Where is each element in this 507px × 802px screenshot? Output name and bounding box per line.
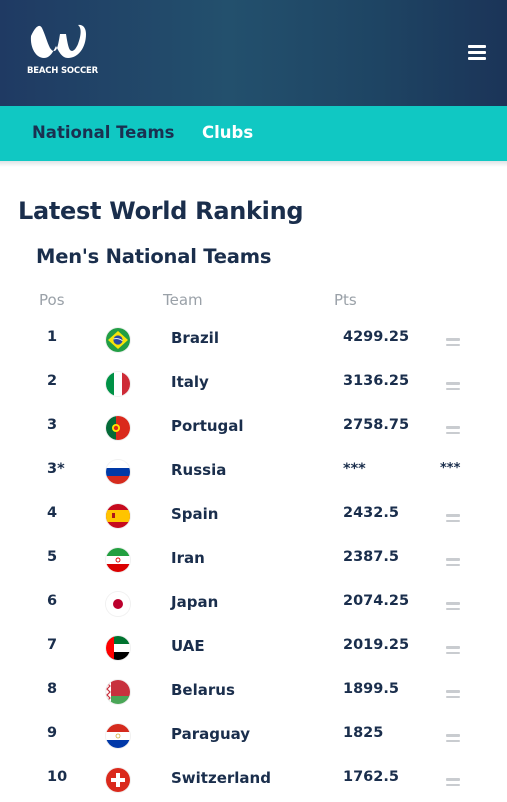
iran-flag-icon: [106, 548, 130, 572]
logo-text: BEACH SOCCER: [27, 66, 98, 76]
column-header-team: Team: [163, 291, 203, 309]
team-points: 3136.25: [343, 373, 410, 389]
team-name[interactable]: Paraguay: [171, 725, 251, 743]
portugal-flag-icon: [106, 416, 130, 440]
team-points: 2387.5: [343, 549, 399, 565]
team-name[interactable]: Iran: [171, 549, 205, 567]
unchanged-icon: [446, 514, 460, 526]
team-points: 1899.5: [343, 681, 399, 697]
japan-flag-icon: [106, 592, 130, 616]
team-points: ***: [343, 461, 366, 477]
unchanged-icon: [446, 734, 460, 746]
tab-national-teams[interactable]: National Teams: [32, 123, 175, 142]
team-points: 4299.25: [343, 329, 410, 345]
rank-position: 8: [47, 681, 58, 697]
unchanged-icon: [446, 382, 460, 394]
team-points: 2432.5: [343, 505, 399, 521]
rank-position: 6: [47, 593, 58, 609]
rank-position: 3: [47, 417, 58, 433]
ranking-table: 1 Brazil 4299.25 2 Italy 3136.25 3 Portu…: [0, 318, 507, 802]
column-header-pos: Pos: [39, 291, 65, 309]
unchanged-icon: [446, 690, 460, 702]
beach-soccer-logo[interactable]: BEACH SOCCER: [26, 22, 98, 82]
rank-position: 7: [47, 637, 58, 653]
table-row[interactable]: 3* Russia *** ***: [0, 450, 507, 494]
uae-flag-icon: [106, 636, 130, 660]
team-name[interactable]: UAE: [171, 637, 205, 655]
team-points: 1825: [343, 725, 384, 741]
unchanged-icon: [446, 426, 460, 438]
table-row[interactable]: 7 UAE 2019.25: [0, 626, 507, 670]
team-name[interactable]: Brazil: [171, 329, 219, 347]
team-name[interactable]: Italy: [171, 373, 209, 391]
table-row[interactable]: 3 Portugal 2758.75: [0, 406, 507, 450]
team-name[interactable]: Belarus: [171, 681, 235, 699]
team-points: 2019.25: [343, 637, 410, 653]
trend-text: ***: [440, 461, 461, 476]
italy-flag-icon: [106, 372, 130, 396]
column-header-pts: Pts: [334, 291, 357, 309]
table-row[interactable]: 5 Iran 2387.5: [0, 538, 507, 582]
table-row[interactable]: 9 Paraguay 1825: [0, 714, 507, 758]
rank-position: 2: [47, 373, 58, 389]
russia-flag-icon: [106, 460, 130, 484]
team-name[interactable]: Russia: [171, 461, 227, 479]
rank-position: 10: [47, 769, 68, 785]
tab-clubs[interactable]: Clubs: [202, 123, 254, 142]
team-points: 2074.25: [343, 593, 410, 609]
belarus-flag-icon: [106, 680, 130, 704]
section-title: Men's National Teams: [36, 245, 272, 268]
team-name[interactable]: Portugal: [171, 417, 244, 435]
unchanged-icon: [446, 558, 460, 570]
table-row[interactable]: 2 Italy 3136.25: [0, 362, 507, 406]
table-row[interactable]: 4 Spain 2432.5: [0, 494, 507, 538]
hamburger-menu-icon[interactable]: [468, 45, 486, 60]
rank-position: 5: [47, 549, 58, 565]
unchanged-icon: [446, 646, 460, 658]
team-name[interactable]: Japan: [171, 593, 219, 611]
paraguay-flag-icon: [106, 724, 130, 748]
ranking-tabs: National Teams Clubs: [0, 106, 507, 161]
unchanged-icon: [446, 602, 460, 614]
tabs-shadow: [0, 161, 507, 167]
table-row[interactable]: 8 Belarus 1899.5: [0, 670, 507, 714]
unchanged-icon: [446, 778, 460, 790]
page-title: Latest World Ranking: [18, 197, 304, 225]
site-header: BEACH SOCCER: [0, 0, 507, 106]
brazil-flag-icon: [106, 328, 130, 352]
rank-position: 3*: [47, 461, 65, 477]
rank-position: 9: [47, 725, 58, 741]
switzerland-flag-icon: [106, 768, 130, 792]
team-points: 2758.75: [343, 417, 410, 433]
bsww-logo-icon: [30, 24, 86, 58]
team-name[interactable]: Spain: [171, 505, 219, 523]
rank-position: 1: [47, 329, 58, 345]
table-row[interactable]: 10 Switzerland 1762.5: [0, 758, 507, 802]
team-name[interactable]: Switzerland: [171, 769, 271, 787]
rank-position: 4: [47, 505, 58, 521]
table-row[interactable]: 6 Japan 2074.25: [0, 582, 507, 626]
table-row[interactable]: 1 Brazil 4299.25: [0, 318, 507, 362]
team-points: 1762.5: [343, 769, 399, 785]
spain-flag-icon: [106, 504, 130, 528]
unchanged-icon: [446, 338, 460, 350]
